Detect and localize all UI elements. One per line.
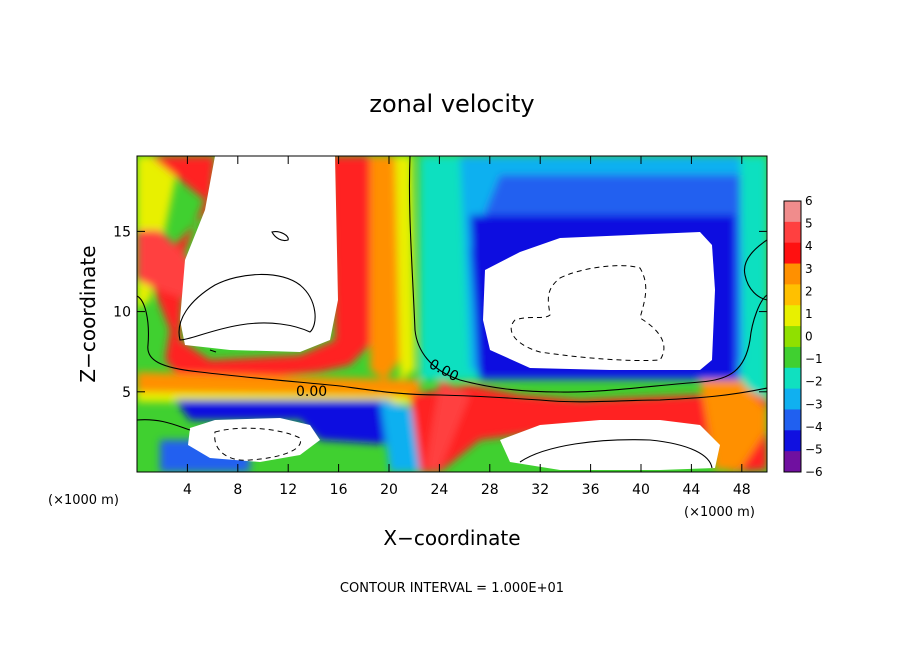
colorbar-label: 0 <box>805 330 813 344</box>
colorbar: 6 5 4 3 2 1 0 −1 −2 −3 −4 −5 −6 <box>783 194 823 479</box>
x-tick-label: 36 <box>582 482 600 498</box>
x-tick-label: 44 <box>682 482 700 498</box>
white-region-lower-left <box>188 418 320 462</box>
y-axis-ticks: 5 10 15 <box>113 224 767 401</box>
colorbar-label: 1 <box>805 307 813 321</box>
colorbar-swatch <box>784 409 801 431</box>
colorbar-swatch <box>784 221 801 244</box>
colorbar-swatch <box>784 305 801 327</box>
velocity-field: 0.00 0.00 <box>137 156 767 472</box>
colorbar-label: −5 <box>805 442 823 456</box>
y-tick-label: 15 <box>113 224 131 240</box>
x-unit-label-left: (×1000 m) <box>48 493 119 508</box>
x-tick-label: 48 <box>733 482 751 498</box>
x-tick-label: 4 <box>183 482 192 498</box>
y-tick-label: 5 <box>122 385 131 401</box>
colorbar-swatch <box>784 367 801 390</box>
y-axis-label: Z−coordinate <box>76 245 100 382</box>
chart-title: zonal velocity <box>369 90 534 118</box>
x-tick-label: 20 <box>380 482 398 498</box>
colorbar-swatch <box>784 346 801 369</box>
colorbar-frame <box>783 200 802 473</box>
x-tick-label: 40 <box>632 482 650 498</box>
colorbar-label: 4 <box>805 239 813 253</box>
colorbar-swatch <box>784 263 801 285</box>
y-tick-label: 10 <box>113 305 131 321</box>
plot-frame <box>136 155 768 473</box>
x-tick-label: 32 <box>531 482 549 498</box>
white-region-lower-right <box>500 420 720 470</box>
colorbar-swatch <box>784 451 801 473</box>
colorbar-label: 5 <box>805 217 813 231</box>
x-axis-label: X−coordinate <box>383 526 520 550</box>
colorbar-label: 3 <box>805 262 813 276</box>
colorbar-label: −6 <box>805 465 823 479</box>
white-region-upper-left <box>180 156 338 352</box>
x-tick-label: 28 <box>481 482 499 498</box>
colorbar-label: −3 <box>805 397 823 411</box>
x-tick-label: 16 <box>330 482 348 498</box>
contour-label-1: 0.00 <box>296 384 327 400</box>
colorbar-swatch <box>784 388 801 410</box>
x-tick-label: 12 <box>279 482 297 498</box>
colorbar-swatch <box>784 242 801 265</box>
colorbar-label: −1 <box>805 352 823 366</box>
x-unit-label-right: (×1000 m) <box>684 505 755 520</box>
colorbar-label: 6 <box>805 194 813 208</box>
colorbar-swatch <box>784 201 801 223</box>
colorbar-swatch <box>784 430 801 452</box>
colorbar-label: 2 <box>805 284 813 298</box>
colorbar-swatch <box>784 284 801 306</box>
colorbar-label: −2 <box>805 375 823 389</box>
colorbar-label: −4 <box>805 420 823 434</box>
x-axis-ticks: 4 8 12 16 20 24 28 32 36 40 44 48 <box>183 156 751 498</box>
x-tick-label: 8 <box>233 482 242 498</box>
x-tick-label: 24 <box>430 482 448 498</box>
colorbar-swatch <box>784 326 801 348</box>
white-region-upper-right <box>483 232 715 370</box>
contour-interval-note: CONTOUR INTERVAL = 1.000E+01 <box>340 581 564 596</box>
